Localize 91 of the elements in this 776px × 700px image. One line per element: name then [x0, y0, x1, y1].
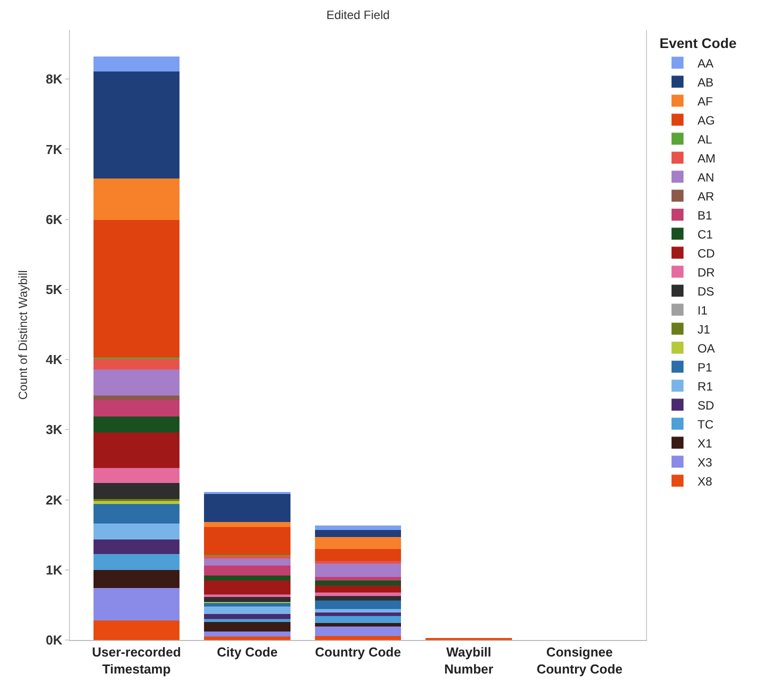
bar [93, 432, 180, 468]
bar [93, 369, 180, 396]
bar [314, 609, 402, 613]
bar [204, 618, 290, 622]
y-tick-label: 6K [46, 212, 64, 227]
bar [314, 530, 402, 537]
bar [93, 540, 180, 554]
bar [93, 482, 180, 500]
chart-title: Edited Field [326, 8, 390, 22]
bar [93, 220, 180, 358]
legend-label: R1 [698, 379, 714, 394]
bar [314, 596, 402, 601]
bar [204, 597, 290, 602]
bar [314, 612, 402, 616]
legend-label: I1 [698, 303, 708, 318]
bar [204, 606, 290, 614]
legend-label: AB [698, 75, 714, 90]
bar [314, 548, 402, 561]
legend-label: AR [698, 189, 715, 204]
legend-label: C1 [698, 227, 714, 242]
bar [204, 558, 290, 566]
y-axis-title: Count of Distinct Waybill [16, 270, 30, 400]
bar [93, 620, 180, 640]
bar [204, 636, 290, 640]
y-tick-label: 5K [46, 282, 64, 297]
legend-label: TC [698, 417, 714, 432]
y-tick-label: 2K [46, 492, 64, 508]
bar [93, 400, 180, 416]
bar [204, 580, 290, 594]
legend-label: SD [698, 398, 715, 412]
y-tick-label: 1K [46, 562, 64, 578]
bar [314, 564, 402, 577]
legend-label: J1 [698, 322, 711, 336]
bar [93, 524, 180, 540]
bar [314, 636, 402, 640]
bar [93, 468, 180, 483]
bar [204, 575, 290, 580]
x-tick-label: User-recorded Timestamp [92, 644, 181, 676]
bar [93, 570, 180, 588]
bar [314, 580, 402, 586]
bar [93, 554, 180, 570]
legend-label: AL [698, 132, 713, 146]
legend-label: AF [698, 94, 713, 108]
bar [314, 592, 402, 596]
legend-label: B1 [698, 208, 713, 222]
bar [204, 614, 290, 619]
legend-label: DR [698, 265, 716, 280]
legend-label: AA [698, 56, 714, 70]
legend-label: P1 [698, 360, 713, 374]
bar [314, 623, 402, 627]
bar [314, 536, 402, 549]
bar [314, 626, 402, 636]
bar [93, 395, 180, 400]
bar [204, 522, 290, 528]
legend-label: X3 [698, 455, 713, 470]
legend-label: DS [698, 284, 714, 298]
y-tick-label: 3K [46, 422, 64, 438]
legend-label: AG [698, 113, 715, 128]
bar [314, 576, 402, 580]
bar [93, 588, 180, 620]
x-tick-label: Country Code [315, 644, 401, 660]
bar [204, 602, 290, 606]
bar [314, 616, 402, 624]
bar [204, 527, 290, 556]
legend-label: OA [698, 341, 715, 356]
legend-label: AM [698, 151, 716, 166]
bar [314, 526, 402, 530]
bar [93, 504, 180, 524]
x-tick-label: City Code [216, 644, 278, 660]
bar [314, 585, 402, 592]
y-tick-label: 7K [46, 142, 64, 157]
bar [204, 566, 290, 576]
bar [204, 494, 290, 522]
bar [93, 178, 180, 220]
y-tick-label: 4K [46, 352, 64, 368]
x-tick-label: Waybill Number [444, 644, 494, 676]
y-tick-label: 8K [46, 72, 64, 87]
bar [93, 416, 180, 432]
legend-title: Event Code [660, 35, 737, 52]
bar [204, 632, 290, 636]
legend-label: AN [698, 170, 714, 184]
bar [93, 358, 180, 370]
bar [93, 71, 180, 179]
bar [314, 600, 402, 610]
legend-label: X1 [698, 436, 713, 450]
x-tick-label: Consignee Country Code [536, 644, 623, 676]
y-tick-label: 0K [46, 632, 64, 648]
bar [93, 56, 180, 72]
legend-label: X8 [698, 474, 713, 488]
bar [204, 622, 290, 632]
legend-label: CD [698, 246, 716, 260]
